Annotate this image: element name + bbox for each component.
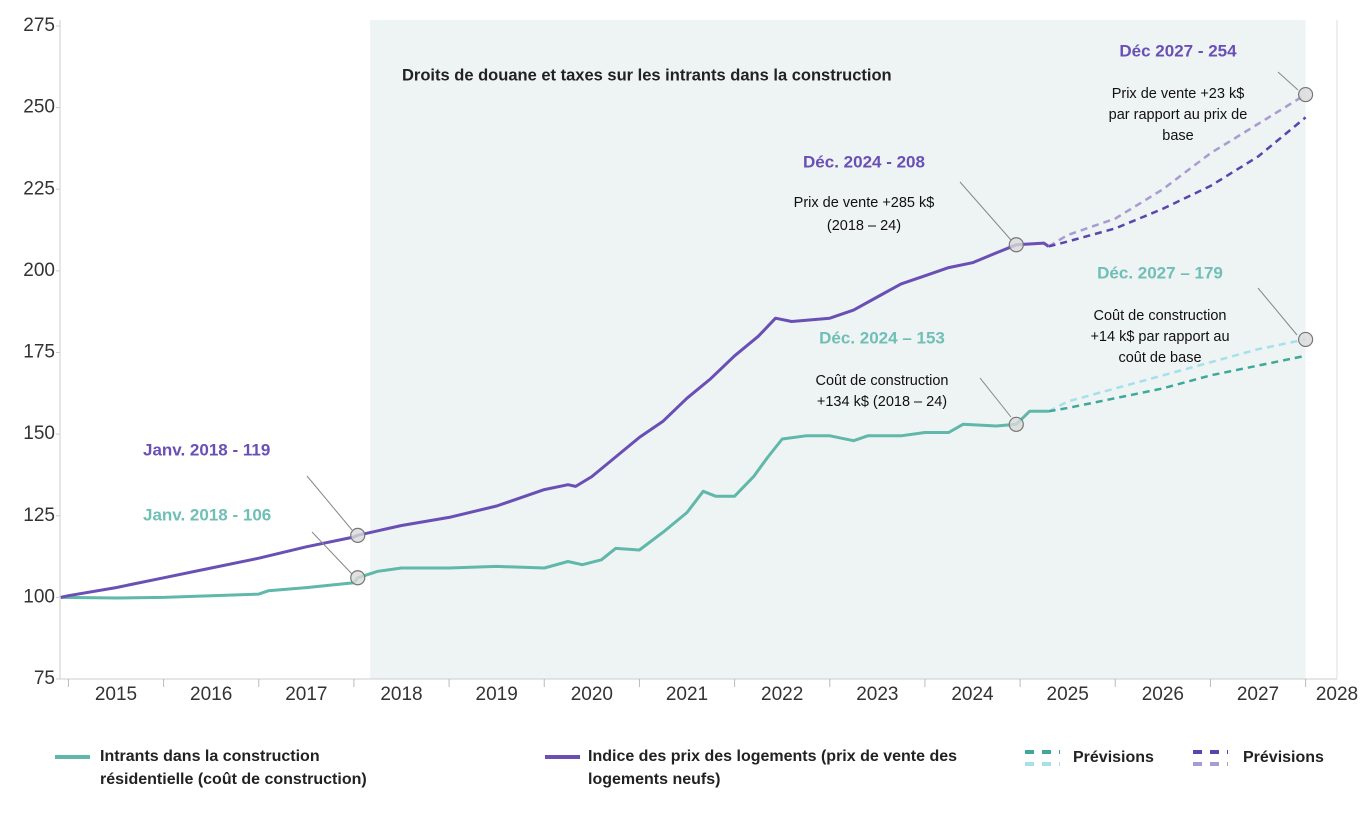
annotation-title: Déc 2027 - 254 bbox=[1119, 41, 1237, 60]
y-tick-label: 100 bbox=[23, 586, 55, 607]
annotation: Janv. 2018 - 106 bbox=[143, 505, 353, 575]
highlight-point bbox=[350, 570, 366, 586]
y-tick-label: 200 bbox=[23, 260, 55, 281]
annotation-text: par rapport au prix de bbox=[1109, 107, 1248, 123]
annotation-text: Coût de construction bbox=[816, 373, 949, 389]
plot-back bbox=[370, 20, 1306, 679]
leader-line bbox=[1257, 287, 1298, 336]
x-tick-label: 2025 bbox=[1047, 684, 1089, 705]
legend: Intrants dans la construction résidentiel… bbox=[55, 748, 1324, 788]
annotation-title: Déc. 2024 - 208 bbox=[803, 152, 925, 171]
y-tick-label: 125 bbox=[23, 505, 55, 526]
annotation-text: (2018 – 24) bbox=[827, 218, 901, 234]
annotation: Déc. 2027 – 179 Coût de construction +14… bbox=[1090, 263, 1298, 366]
leader-line bbox=[959, 181, 1012, 241]
y-tick-label: 75 bbox=[34, 668, 55, 689]
x-tick-label: 2017 bbox=[285, 684, 327, 705]
annotation: Déc. 2024 - 208 Prix de vente +285 k$ (2… bbox=[794, 152, 1012, 241]
x-tick-label: 2018 bbox=[380, 684, 422, 705]
legend-label: Intrants dans la construction résidentiel… bbox=[100, 748, 367, 788]
annotation-text: +14 k$ par rapport au bbox=[1090, 329, 1229, 345]
y-tick-label: 150 bbox=[23, 423, 55, 444]
y-tick-label: 250 bbox=[23, 97, 55, 118]
x-tick-label: 2015 bbox=[95, 684, 137, 705]
x-tick-label: 2026 bbox=[1142, 684, 1184, 705]
annotation-title: Janv. 2018 - 119 bbox=[143, 440, 270, 459]
y-tick-label: 275 bbox=[23, 15, 55, 36]
annotation: Janv. 2018 - 119 bbox=[143, 440, 353, 531]
legend-label: Indice des prix des logements (prix de v… bbox=[588, 748, 957, 788]
highlight-point bbox=[1008, 416, 1024, 432]
series-line bbox=[60, 241, 1050, 599]
axes: 75 100 125 150 175 200 225 250 275 2015 2016 2017 20… bbox=[23, 15, 1358, 705]
leader-line bbox=[979, 377, 1012, 418]
annotation: Déc 2027 - 254 Prix de vente +23 k$ par … bbox=[1109, 41, 1299, 144]
annotation-text: base bbox=[1162, 128, 1193, 144]
annotation-text: Coût de construction bbox=[1094, 308, 1227, 324]
highlight-point bbox=[350, 527, 366, 543]
forecast-line bbox=[1048, 338, 1306, 413]
annotation-text: coût de base bbox=[1118, 350, 1201, 366]
annotation-title: Déc. 2024 – 153 bbox=[819, 328, 945, 347]
annotation-text: Prix de vente +23 k$ bbox=[1112, 86, 1245, 102]
x-tick-label: 2019 bbox=[476, 684, 518, 705]
x-tick-label: 2024 bbox=[951, 684, 994, 705]
legend-label: Prévisions bbox=[1073, 749, 1154, 766]
x-tick-label: 2021 bbox=[666, 684, 708, 705]
forecast-line bbox=[1048, 116, 1307, 248]
annotation-text: +134 k$ (2018 – 24) bbox=[817, 394, 947, 410]
x-tick-label: 2016 bbox=[190, 684, 232, 705]
x-tick-label: 2027 bbox=[1237, 684, 1279, 705]
shaded-period bbox=[370, 20, 1306, 679]
forecast-line bbox=[1047, 93, 1307, 248]
highlight-point bbox=[1008, 237, 1024, 253]
leader-line bbox=[1277, 71, 1299, 91]
x-tick-label: 2020 bbox=[571, 684, 613, 705]
x-tick-label: 2022 bbox=[761, 684, 803, 705]
annotation: Déc. 2024 – 153 Coût de construction +13… bbox=[816, 328, 1012, 418]
x-tick-label: 2023 bbox=[856, 684, 898, 705]
legend-label: Prévisions bbox=[1243, 749, 1324, 766]
series-line bbox=[60, 409, 1049, 600]
leader-line bbox=[311, 531, 353, 575]
y-tick-label: 175 bbox=[23, 342, 55, 363]
annotation-title: Janv. 2018 - 106 bbox=[143, 505, 271, 524]
annotation-text: Prix de vente +285 k$ bbox=[794, 195, 935, 211]
annotation-title: Déc. 2027 – 179 bbox=[1097, 263, 1223, 282]
y-tick-label: 225 bbox=[23, 178, 55, 199]
highlight-point bbox=[1297, 331, 1314, 348]
chart-title: Droits de douane et taxes sur les intran… bbox=[402, 66, 892, 84]
leader-line bbox=[306, 475, 353, 531]
highlight-point bbox=[1297, 86, 1314, 103]
lines bbox=[60, 93, 1307, 600]
x-tick-label: 2028 bbox=[1316, 684, 1358, 705]
highlights bbox=[350, 86, 1314, 586]
